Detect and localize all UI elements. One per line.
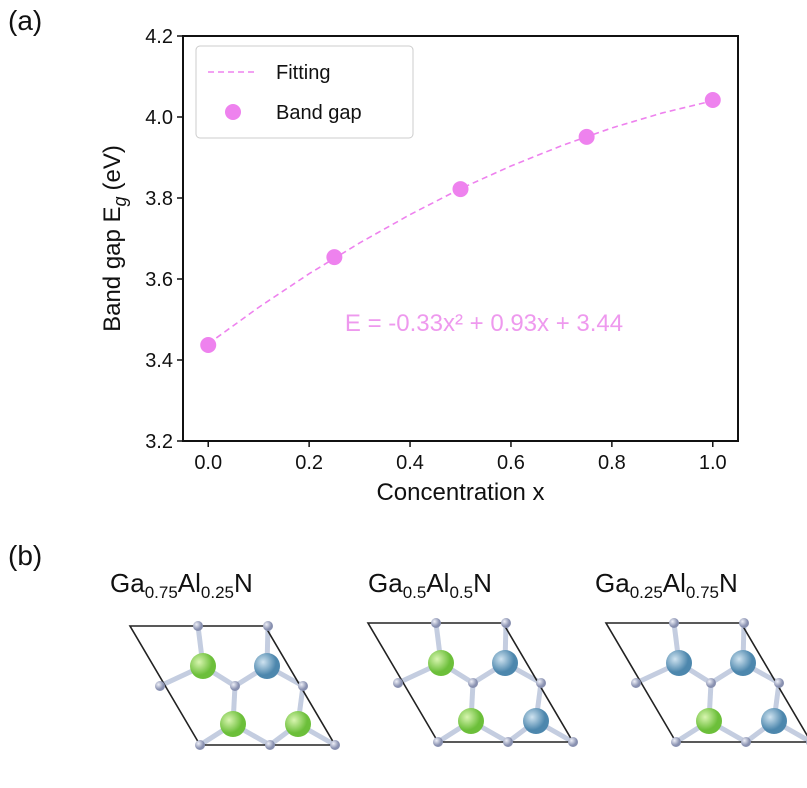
data-point: [200, 337, 216, 353]
y-tick-label: 4.2: [145, 26, 173, 48]
y-label-part: Band gap E: [99, 206, 126, 331]
panel-label: (a): [8, 5, 42, 36]
y-tick-label: 3.4: [145, 350, 173, 372]
y-label-part: (eV): [99, 145, 126, 190]
structure: [368, 618, 578, 747]
x-tick-label: 0.8: [598, 452, 626, 474]
structure-title: Ga0.75Al0.25N: [110, 568, 253, 602]
legend-label: Fitting: [276, 62, 330, 84]
legend-box: [196, 46, 413, 138]
data-point: [453, 181, 469, 197]
y-axis-label: Band gap Eg (eV): [99, 145, 130, 332]
element: Ga: [368, 568, 403, 598]
data-point: [705, 92, 721, 108]
subscript: 0.75: [145, 583, 178, 602]
figure: (a) (b) 3.2 3.4 3.6 3.8 4.0 4.2 0.0 0.2 0.4 0.6 0.…: [0, 0, 807, 783]
data-point: [326, 249, 342, 265]
element: Al: [426, 568, 449, 598]
subscript: 0.25: [201, 583, 234, 602]
y-label-sub: g: [110, 196, 130, 206]
element: Al: [663, 568, 686, 598]
data-point: [579, 129, 595, 145]
element: N: [234, 568, 253, 598]
x-tick-label: 0.2: [295, 452, 323, 474]
annotation: E = -0.33x² + 0.93x + 3.44: [345, 310, 623, 337]
element: N: [473, 568, 492, 598]
element: N: [719, 568, 738, 598]
subscript: 0.5: [449, 583, 473, 602]
structure: [606, 618, 807, 747]
element: Ga: [595, 568, 630, 598]
x-tick-label: 0.6: [497, 452, 525, 474]
structure-title: Ga0.25Al0.75N: [595, 568, 738, 602]
panel-label: (b): [8, 540, 42, 571]
element: Al: [178, 568, 201, 598]
y-tick-label: 4.0: [145, 107, 173, 129]
subscript: 0.5: [403, 583, 427, 602]
structure-title: Ga0.5Al0.5N: [368, 568, 492, 602]
element: Ga: [110, 568, 145, 598]
legend-label: Band gap: [276, 102, 362, 124]
y-tick-label: 3.6: [145, 269, 173, 291]
x-tick-label: 0.0: [194, 452, 222, 474]
subscript: 0.25: [630, 583, 663, 602]
x-tick-label: 0.4: [396, 452, 424, 474]
x-tick-label: 1.0: [699, 452, 727, 474]
y-tick-label: 3.8: [145, 188, 173, 210]
x-axis-label: Concentration x: [376, 479, 544, 506]
y-tick-label: 3.2: [145, 431, 173, 453]
subscript: 0.75: [686, 583, 719, 602]
legend-swatch: [225, 104, 241, 120]
structure: [130, 621, 340, 750]
